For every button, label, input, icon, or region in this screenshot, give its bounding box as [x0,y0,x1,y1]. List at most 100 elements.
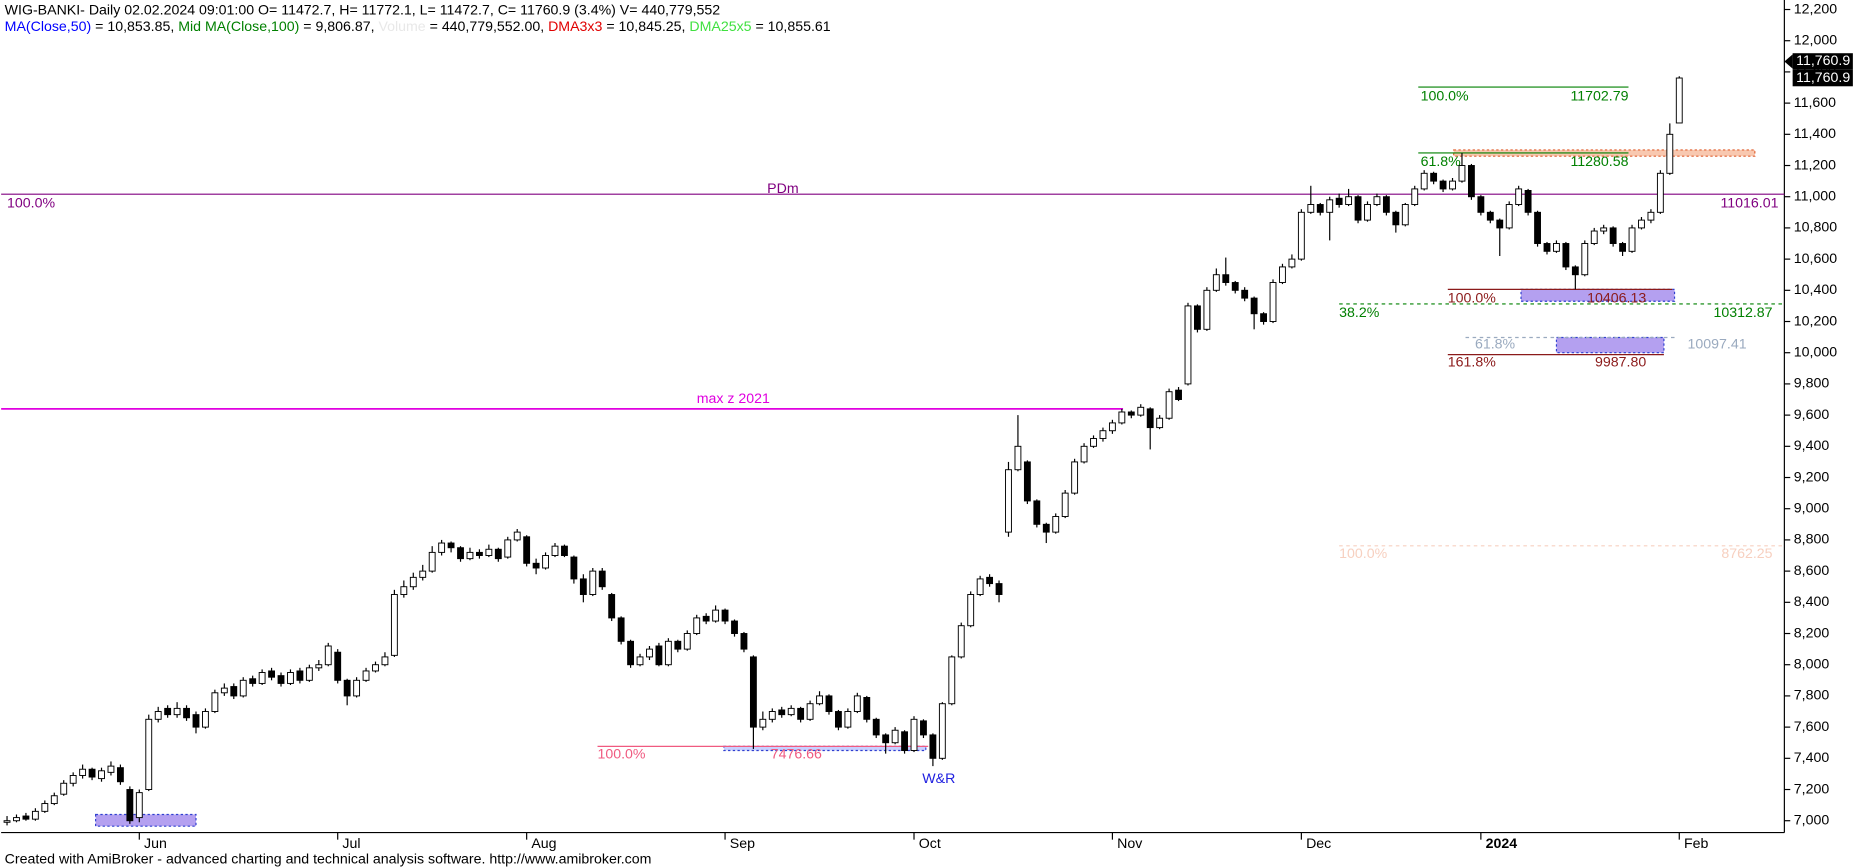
candle-body [1524,190,1532,213]
candle-body [759,718,767,728]
indicator-legend: MA(Close,50) = 10,853.85, Mid MA(Close,1… [5,19,831,35]
candle-body [910,718,918,751]
candle-body [1449,180,1456,190]
candle-body [1590,230,1598,244]
candle-body [1184,305,1192,385]
candle-body [494,548,502,560]
candle-body [268,670,275,678]
candle-body [126,789,134,822]
candle-body [1288,258,1296,268]
candle-body [88,768,96,778]
candle-body [636,656,644,666]
y-tick-label: 10,400 [1794,282,1837,298]
y-tick-label: 10,000 [1794,344,1837,360]
candle-body [1279,266,1286,283]
candle-body [901,731,908,751]
candle-body [825,695,833,712]
y-tick-label: 10,200 [1794,313,1837,329]
candle-body [598,570,606,588]
y-tick-label: 11,000 [1794,188,1836,204]
candle-body [646,648,653,658]
level-label: 38.2% [1339,305,1380,321]
candle-body [1401,204,1409,226]
candle-body [145,718,153,790]
candle-body [1477,196,1485,213]
price-label: 11,760.9 [1796,70,1850,86]
candle-body [967,594,975,627]
candle-body [183,707,190,719]
candle-body [579,578,587,595]
candle-body [1241,289,1249,299]
candle-body [239,679,247,697]
candle-body [816,695,823,705]
candle-body [787,707,795,716]
candle-body [1609,227,1617,244]
candle-body [1628,227,1636,252]
candle-body [844,711,852,728]
y-tick-label: 9,000 [1794,500,1830,516]
candle-body [561,545,568,556]
candle-body [957,625,965,658]
candle-body [1090,438,1097,447]
candle-body [343,679,351,697]
candle-body [60,782,68,795]
candle-body [1496,219,1504,229]
x-tick-label: 2024 [1486,836,1518,852]
candle-body [362,670,370,681]
price-label-box [1792,53,1853,70]
candle-body [1080,445,1088,463]
candle-body [1222,274,1230,283]
candle-body [31,810,39,820]
candle-body [107,765,115,773]
candle-body [400,586,408,595]
candle-body [211,692,219,712]
candle-body [1543,243,1551,252]
candle-body [1666,133,1674,174]
footer: Created with AmiBroker - advanced charti… [5,851,652,867]
candle-body [1118,411,1126,424]
candle-body [1439,180,1447,190]
candle-body [50,795,58,805]
x-tick-label: Dec [1306,836,1331,852]
zone [1555,336,1665,354]
candle-body [1137,406,1145,416]
candle-body [1515,188,1523,205]
y-tick-label: 10,600 [1794,251,1837,267]
indicator-item: = 440,779,552.00, [426,19,548,35]
candle-body [882,734,890,744]
x-tick-label: Aug [531,836,556,852]
candle-body [447,542,455,549]
level-label: PDm [767,181,798,197]
candle-body [1307,204,1315,213]
level-value: 8762.25 [1721,546,1772,562]
level-value: 10312.87 [1714,305,1773,321]
candle-body [324,645,332,666]
y-tick-label: 12,000 [1794,32,1837,48]
candle-body [920,720,927,736]
candle-body [938,703,946,759]
candle-body [116,767,124,783]
level-value: 11280.58 [1570,154,1628,170]
candle-body [1505,204,1513,229]
indicator-item: Mid MA(Close,100) [178,19,299,35]
candle-body [627,640,635,666]
candle-body [1071,461,1079,494]
level-value: 9987.80 [1595,355,1646,371]
candle-body [381,656,389,666]
candle-body [135,792,143,819]
candle-body [948,656,956,705]
candle-body [1562,243,1570,268]
y-tick-label: 8,600 [1794,563,1830,579]
candle-body [1354,196,1362,221]
candle-body [1297,211,1305,260]
candle-body [1165,391,1173,419]
candle-body [835,711,842,728]
level-label: 100.0% [1421,88,1469,104]
candle-body [79,768,87,776]
candle-body [1175,389,1182,400]
candle-body [1099,430,1107,439]
candle-body [976,578,984,595]
y-tick-label: 7,600 [1794,719,1830,735]
indicator-item: Volume [378,19,425,35]
